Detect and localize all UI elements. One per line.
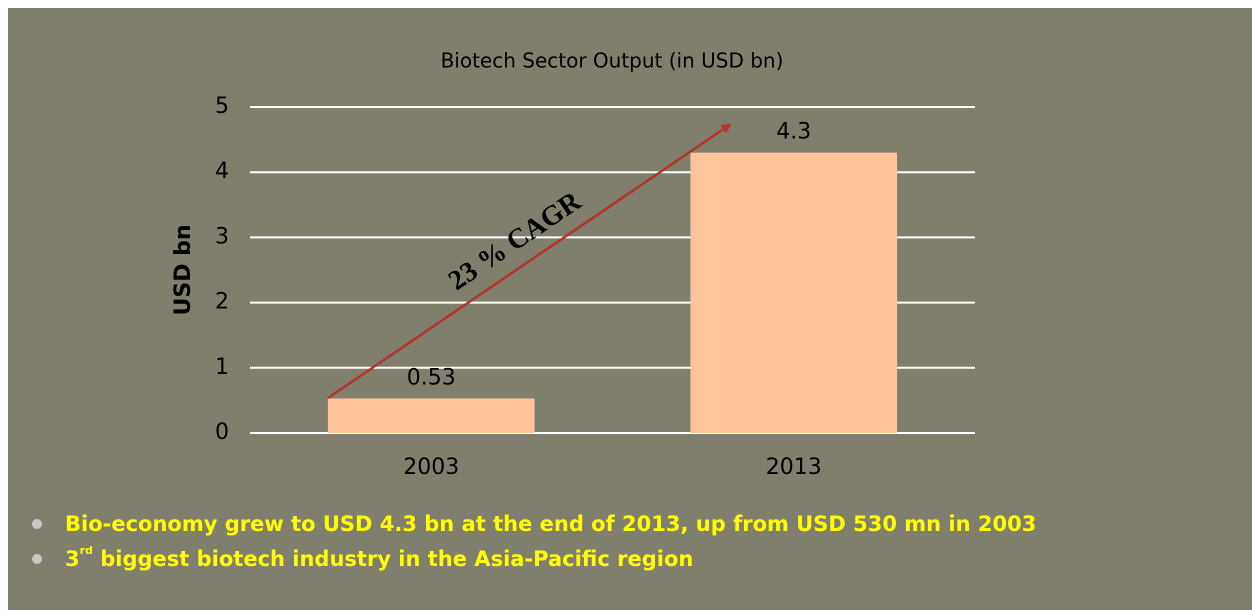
bar [690,152,898,433]
bullet-dot [32,519,42,529]
y-tick-label: 3 [215,224,229,249]
bullet-dot [32,554,42,564]
bullet-text: 3rd biggest biotech industry in the Asia… [65,544,693,571]
bullet-superscript: rd [80,544,93,557]
bullet-rest: biggest biotech industry in the Asia-Pac… [93,547,693,571]
y-tick-label: 1 [215,355,229,380]
bullet-text: Bio-economy grew to USD 4.3 bn at the en… [65,512,1036,536]
y-tick-label: 5 [215,94,229,119]
x-tick-label: 2003 [403,455,459,480]
data-label: 4.3 [776,120,811,145]
y-tick-label: 2 [215,290,229,315]
y-tick-label: 4 [215,159,229,184]
y-tick-label: 0 [215,420,229,445]
bar [327,398,535,433]
data-label: 0.53 [407,365,456,390]
plot: 0 1 2 3 4 5 2003 0.53 2013 4.3 [215,94,975,480]
background [8,8,1252,610]
growth-arrow [327,123,732,400]
y-axis-label: USD bn [171,224,196,315]
bullet-number: 3 [65,547,80,571]
x-tick-label: 2013 [766,455,822,480]
chart-title: Biotech Sector Output (in USD bn) [441,49,784,73]
